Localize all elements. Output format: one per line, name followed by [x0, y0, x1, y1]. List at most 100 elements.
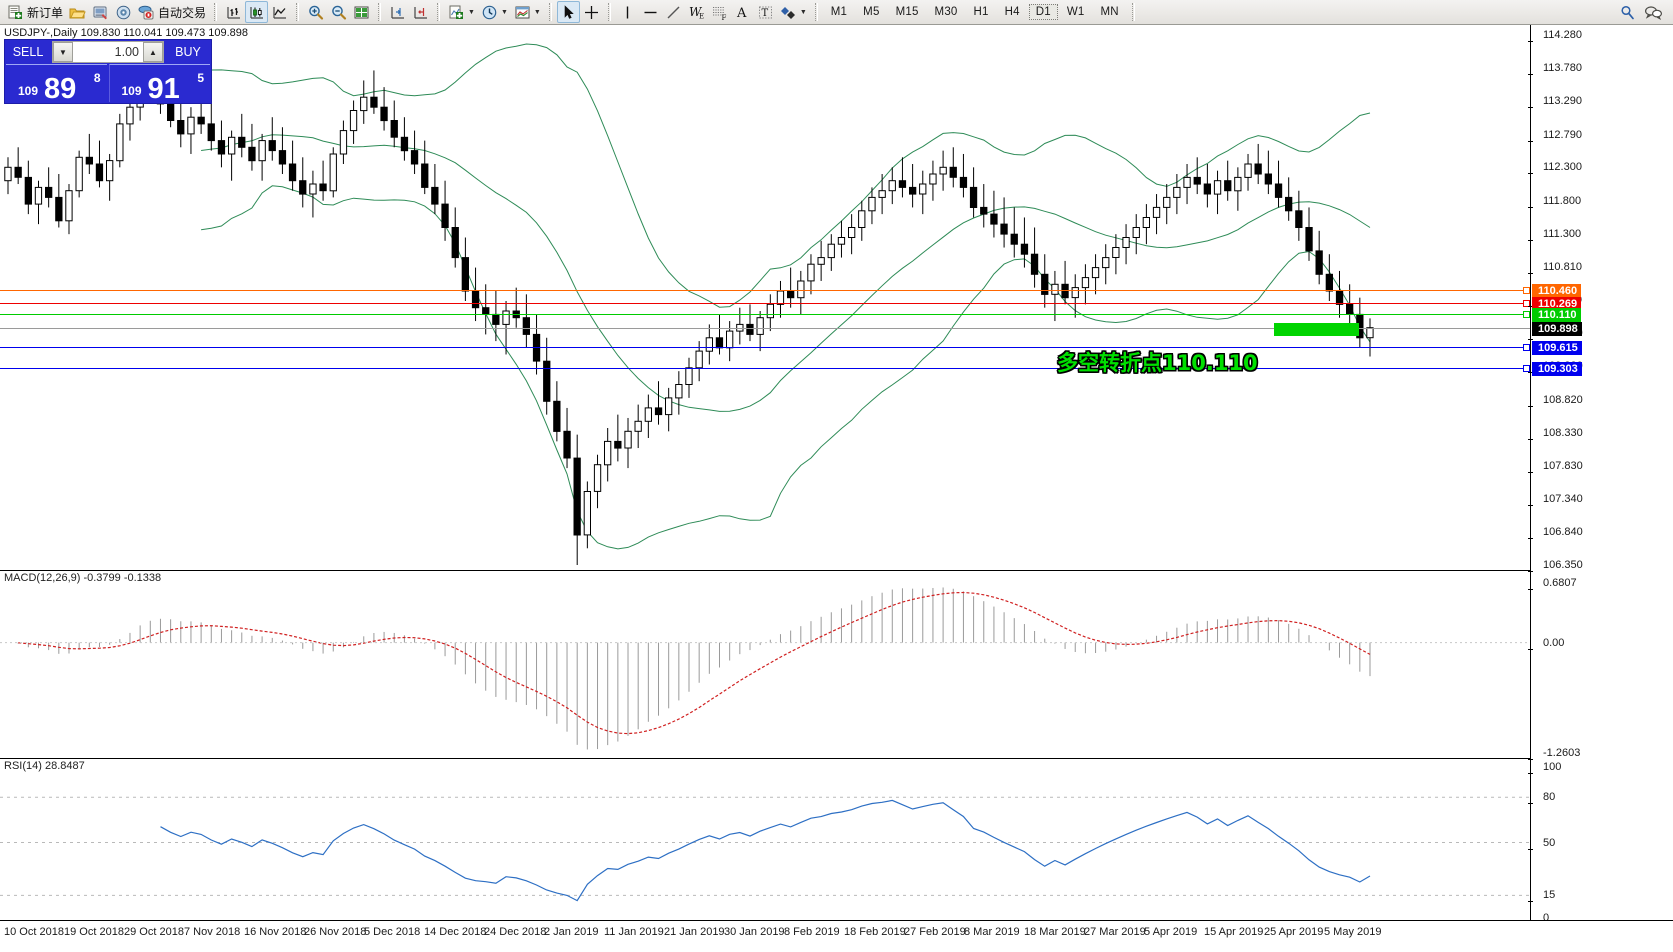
volume-increment-button[interactable]: ▲ — [143, 42, 163, 62]
price-level-handle[interactable] — [1523, 310, 1530, 318]
periods-button[interactable]: ▼ — [478, 1, 511, 23]
chevron-down-icon[interactable]: ▼ — [533, 8, 541, 16]
auto-trading-button[interactable]: 自动交易 — [135, 1, 209, 23]
new-order-button[interactable]: 新订单 — [4, 1, 66, 23]
folder-button[interactable] — [66, 1, 89, 23]
price-label-last-price[interactable]: 109.898 — [1532, 321, 1582, 336]
price-level-handle[interactable] — [1523, 343, 1530, 351]
navigator-button[interactable] — [112, 1, 135, 23]
candlestick-chart-button[interactable] — [245, 1, 269, 23]
macd-pane-canvas — [0, 587, 1530, 750]
sell-price-main: 89 — [44, 73, 77, 105]
price-tick: 107.830 — [1528, 460, 1583, 478]
crosshair-button[interactable] — [580, 1, 603, 23]
price-label-support-blue-1[interactable]: 109.615 — [1532, 340, 1582, 355]
chat-icon[interactable] — [1644, 4, 1663, 21]
price-level-handle[interactable] — [1523, 364, 1530, 372]
buy-price-point: 5 — [197, 71, 204, 85]
price-level-line-last-price[interactable] — [0, 327, 1530, 329]
price-level-line-resistance-orange[interactable] — [0, 290, 1530, 292]
shapes-button[interactable]: ▼ — [777, 1, 810, 23]
line-chart-icon — [271, 4, 288, 21]
shapes-icon — [780, 4, 797, 21]
chevron-down-icon[interactable]: ▼ — [468, 8, 475, 16]
volume-value[interactable]: 1.00 — [73, 42, 143, 62]
chevron-down-icon[interactable]: ▼ — [799, 8, 807, 16]
chart-shift-button[interactable] — [409, 1, 432, 23]
rsi-pane-canvas — [0, 796, 1530, 902]
zoom-in-icon — [307, 4, 324, 21]
sell-price-integer: 109 — [18, 84, 39, 98]
price-tick: 114.280 — [1528, 29, 1582, 47]
time-axis[interactable]: 10 Oct 2018 19 Oct 2018 29 Oct 2018 7 Nov 2… — [0, 920, 1673, 952]
sell-button[interactable]: 109 89 8 — [6, 64, 107, 105]
chevron-down-icon[interactable]: ▼ — [500, 8, 508, 16]
highlight-marker — [1274, 323, 1359, 336]
vertical-line-button[interactable] — [616, 1, 639, 23]
price-level-handle[interactable] — [1523, 300, 1530, 308]
trendline-button[interactable] — [662, 1, 685, 23]
svg-text:W: W — [689, 5, 703, 19]
templates-button[interactable]: ▼ — [511, 1, 544, 23]
timeframe-d1[interactable]: D1 — [1028, 4, 1058, 20]
timeframe-m30[interactable]: M30 — [934, 6, 958, 18]
date-tick: 11 Jan 2019 — [604, 926, 664, 938]
timeframe-h1[interactable]: H1 — [973, 6, 989, 18]
bar-chart-button[interactable] — [222, 1, 245, 23]
terminal-button[interactable] — [89, 1, 112, 23]
price-tick: 112.300 — [1528, 161, 1582, 179]
toolbar-separator — [607, 3, 611, 21]
zoom-out-button[interactable] — [327, 1, 350, 23]
elliott-wave-button[interactable]: W E — [685, 1, 708, 23]
price-label-pivot-green[interactable]: 110.110 — [1532, 307, 1581, 322]
buy-price-main: 91 — [147, 73, 180, 105]
buy-button[interactable]: 109 91 5 — [108, 64, 210, 105]
price-level-line-support-blue-1[interactable] — [0, 346, 1530, 348]
timeframe-m15[interactable]: M15 — [895, 6, 919, 18]
price-label-support-blue-2[interactable]: 109.303 — [1532, 361, 1582, 376]
price-label-resistance-orange[interactable]: 110.460 — [1532, 284, 1582, 299]
periods-icon — [481, 4, 498, 21]
chart-annotation-text: 多空转折点110.110 — [1057, 351, 1258, 375]
svg-text:E: E — [699, 12, 704, 20]
price-tick: 113.290 — [1528, 95, 1582, 113]
cursor-icon — [560, 4, 577, 21]
value-axis[interactable]: 114.280 113.780 113.290 112.790 112.300 111.8… — [1528, 25, 1673, 952]
date-tick: 15 Apr 2019 — [1204, 926, 1264, 938]
indicators-button[interactable]: ▼ — [445, 1, 478, 23]
price-level-line-support-blue-2[interactable] — [0, 367, 1530, 369]
timeframe-m1[interactable]: M1 — [830, 6, 848, 18]
toolbar-separator — [1131, 3, 1135, 21]
zoom-in-button[interactable] — [304, 1, 327, 23]
shift-end-button[interactable] — [386, 1, 409, 23]
price-level-line-resistance-red[interactable] — [0, 303, 1530, 305]
tile-windows-button[interactable] — [350, 1, 373, 23]
price-tick: 112.790 — [1528, 129, 1582, 147]
date-tick: 8 Mar 2019 — [964, 926, 1020, 938]
line-chart-button[interactable] — [268, 1, 291, 23]
timeframe-m5[interactable]: M5 — [863, 6, 880, 18]
timeframe-h4[interactable]: H4 — [1004, 6, 1020, 18]
fibonacci-button[interactable]: F — [708, 1, 731, 23]
buy-price-integer: 109 — [121, 84, 142, 98]
timeframe-w1[interactable]: W1 — [1066, 6, 1085, 18]
date-tick: 26 Nov 2018 — [304, 926, 367, 938]
one-click-trading-panel[interactable]: SELL ▼ 1.00 ▲ BUY 109 89 8 109 91 5 — [4, 39, 212, 104]
volume-stepper[interactable]: ▼ 1.00 ▲ — [52, 41, 164, 63]
price-level-handle[interactable] — [1523, 287, 1530, 295]
price-label-resistance-red[interactable]: 110.269 — [1532, 297, 1582, 312]
date-tick: 5 May 2019 — [1324, 926, 1382, 938]
cursor-button[interactable] — [556, 1, 580, 23]
text-label-button[interactable]: T — [754, 1, 777, 23]
text-button[interactable]: A — [731, 1, 754, 23]
search-icon[interactable] — [1619, 4, 1636, 21]
price-level-line-pivot-green[interactable] — [0, 313, 1530, 315]
chart-root[interactable]: USDJPY-,Daily 109.830 110.041 109.473 10… — [0, 25, 1673, 952]
toolbar-right-group — [1619, 4, 1669, 21]
timeframe-mn[interactable]: MN — [1100, 6, 1119, 18]
horizontal-line-button[interactable] — [639, 1, 662, 23]
price-tick: 111.800 — [1528, 195, 1581, 213]
toolbar-separator — [378, 3, 382, 21]
svg-text:T: T — [761, 8, 768, 19]
volume-decrement-button[interactable]: ▼ — [53, 42, 73, 62]
